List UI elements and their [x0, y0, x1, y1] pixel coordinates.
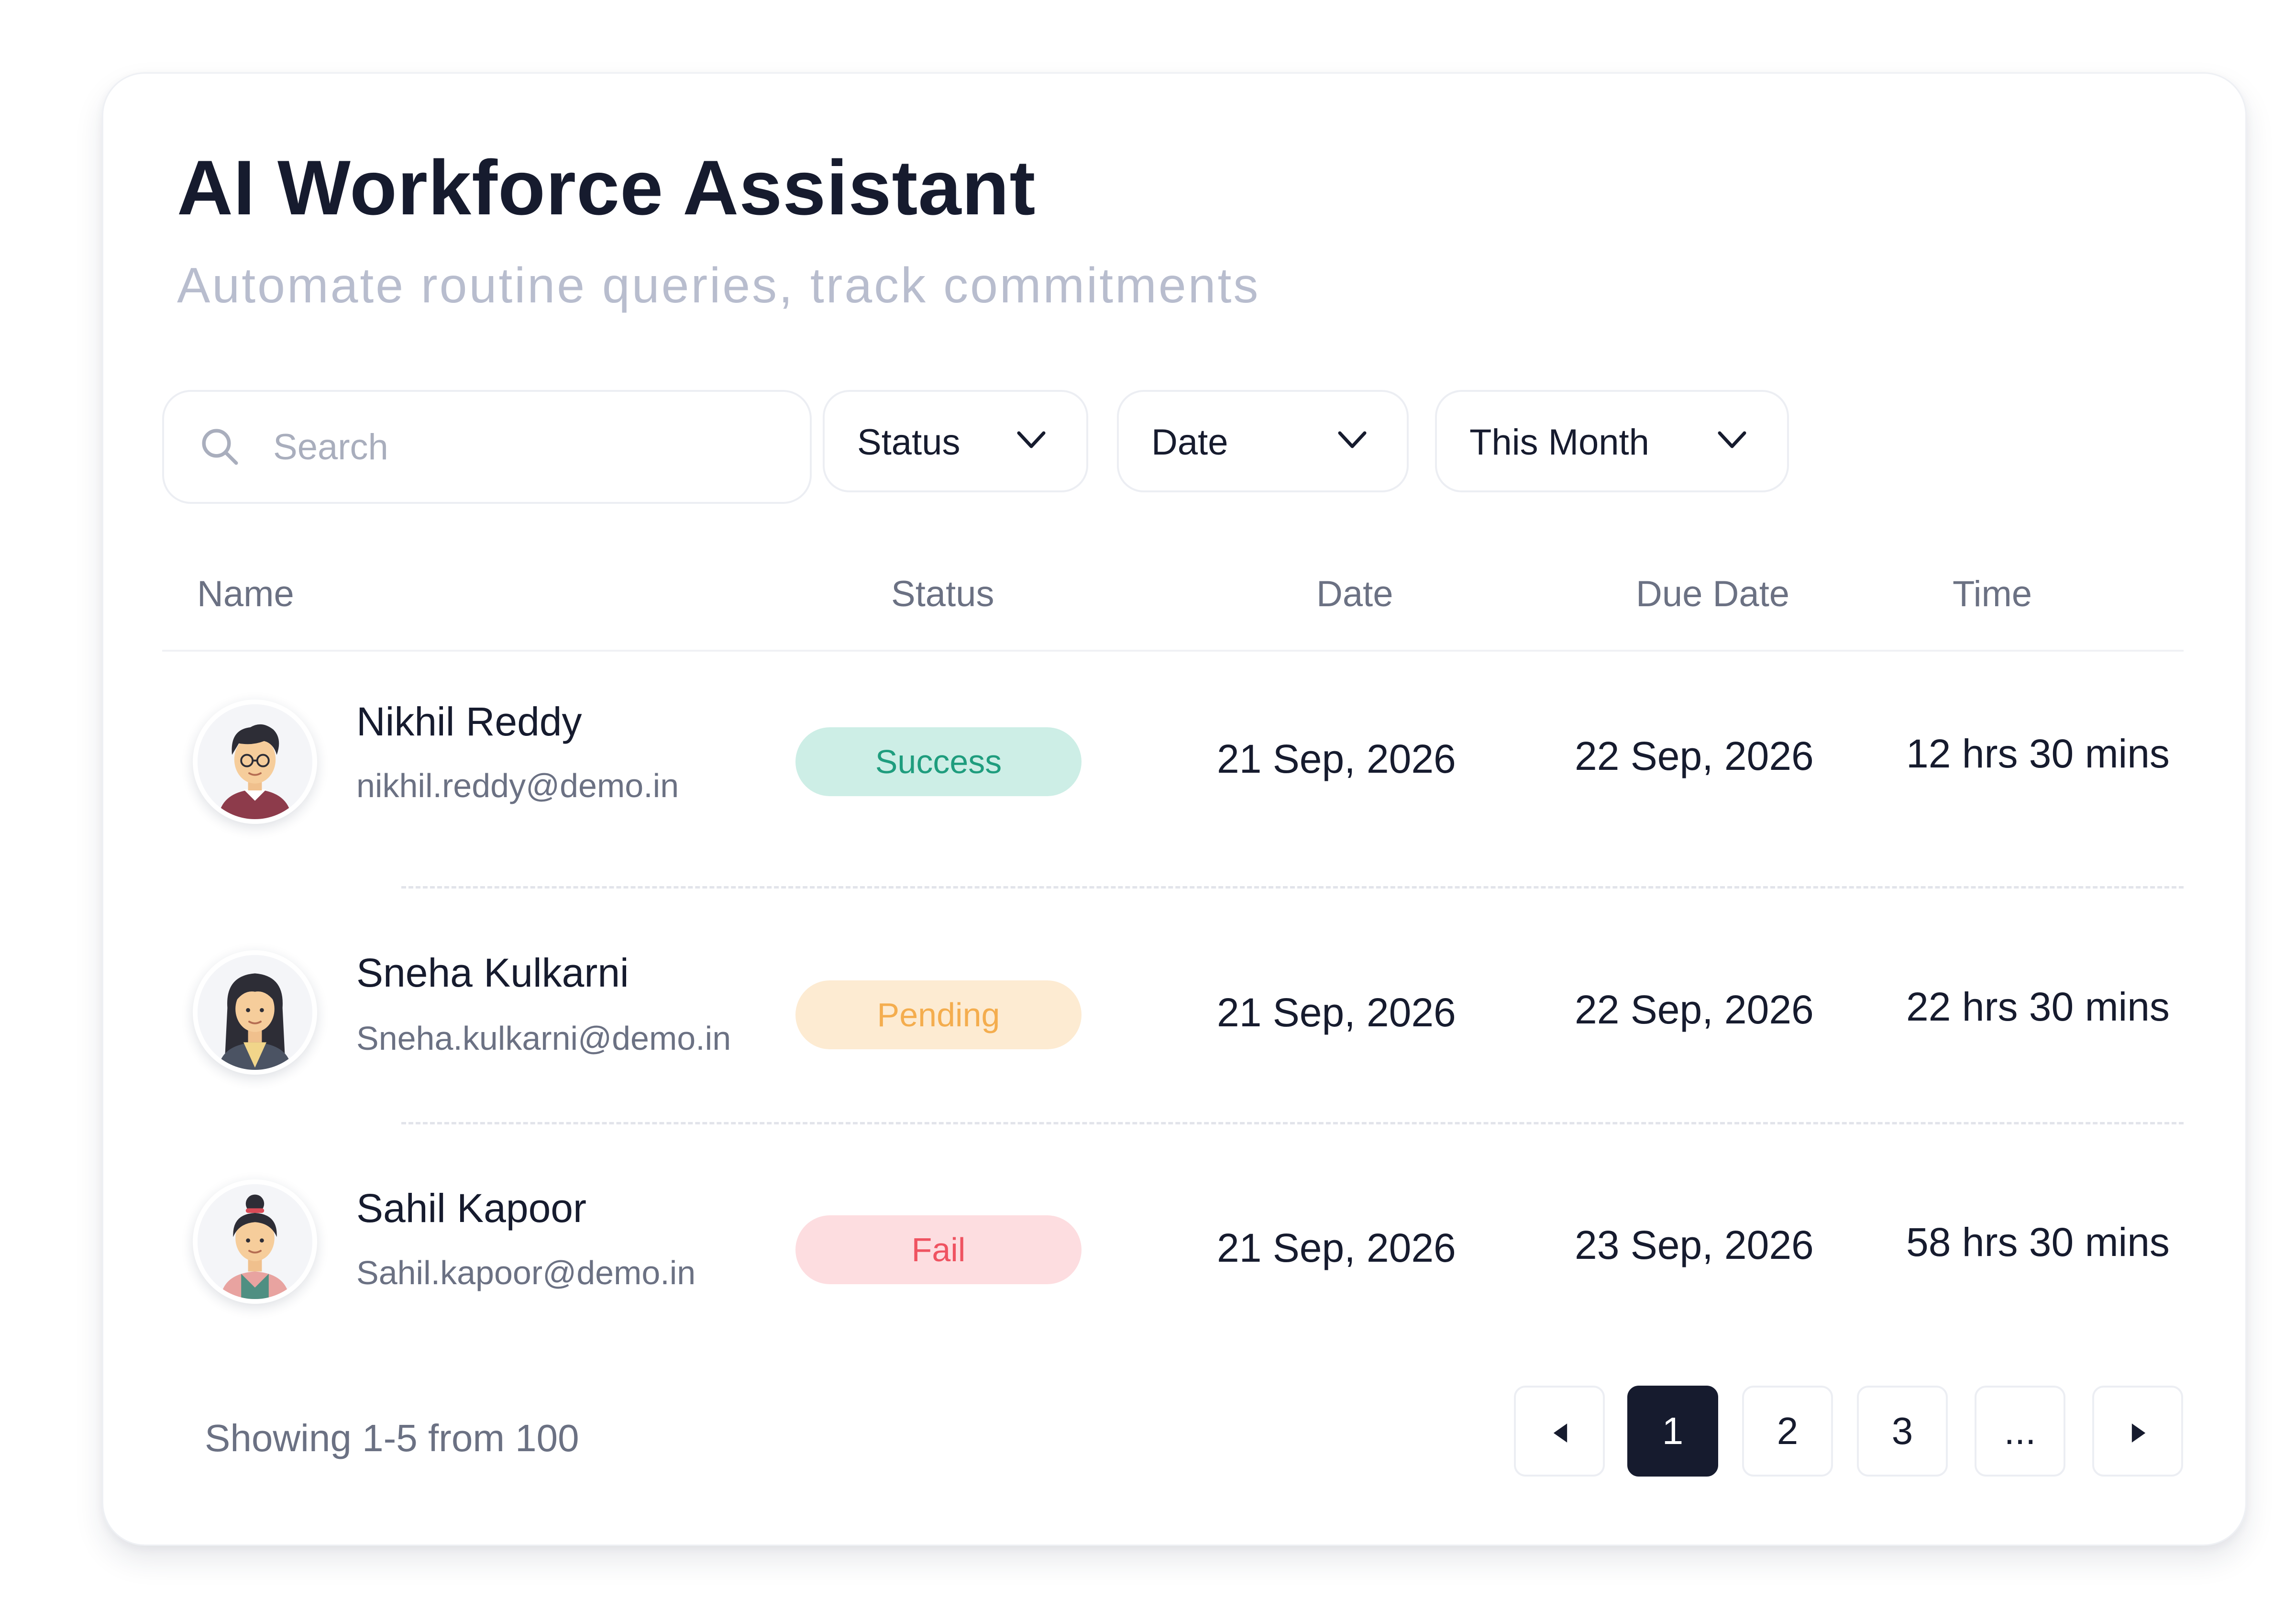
page-button-3[interactable]: 3	[1857, 1386, 1948, 1477]
row-time: 12 hrs 30 mins	[1906, 731, 2170, 776]
row-due-date: 23 Sep, 2026	[1575, 1222, 1814, 1267]
column-header-time[interactable]: Time	[1953, 574, 2032, 614]
chevron-down-icon	[1718, 431, 1746, 448]
row-time: 22 hrs 30 mins	[1906, 984, 2170, 1029]
status-badge: Pending	[795, 980, 1082, 1049]
column-header-due-date[interactable]: Due Date	[1636, 574, 1790, 614]
row-date: 21 Sep, 2026	[1217, 736, 1456, 781]
row-name: Nikhil Reddy	[356, 699, 582, 744]
woman-avatar-icon	[193, 950, 317, 1075]
row-due-date: 22 Sep, 2026	[1575, 733, 1814, 778]
search-box[interactable]	[162, 390, 812, 504]
man-with-glasses-avatar-icon	[193, 700, 317, 824]
row-email: nikhil.reddy@demo.in	[356, 767, 679, 804]
header-divider	[162, 650, 2184, 652]
row-divider	[401, 1122, 2184, 1124]
status-badge: Fail	[795, 1215, 1082, 1284]
assistant-card	[102, 72, 2247, 1546]
pagination-summary: Showing 1-5 from 100	[205, 1417, 579, 1459]
row-divider	[401, 886, 2184, 889]
chevron-down-icon	[1017, 431, 1046, 448]
status-filter-dropdown[interactable]: Status	[823, 390, 1088, 492]
row-email: Sneha.kulkarni@demo.in	[356, 1020, 731, 1057]
status-badge: Success	[795, 727, 1082, 796]
prev-page-button[interactable]	[1514, 1386, 1605, 1477]
page-title: AI Workforce Assistant	[177, 144, 1036, 231]
status-filter-label: Status	[857, 422, 960, 463]
next-page-button[interactable]	[2092, 1386, 2183, 1477]
date-filter-dropdown[interactable]: Date	[1117, 390, 1409, 492]
row-email: Sahil.kapoor@demo.in	[356, 1254, 696, 1291]
row-name: Sahil Kapoor	[356, 1186, 586, 1231]
column-header-date[interactable]: Date	[1316, 574, 1393, 614]
row-name: Sneha Kulkarni	[356, 950, 629, 995]
woman-with-bun-avatar-icon	[193, 1179, 317, 1304]
period-filter-dropdown[interactable]: This Month	[1435, 390, 1789, 492]
caret-right-icon	[2131, 1423, 2146, 1443]
page-subtitle: Automate routine queries, track commitme…	[177, 258, 1260, 313]
page-ellipsis-button[interactable]: ...	[1975, 1386, 2065, 1477]
column-header-status[interactable]: Status	[891, 574, 994, 614]
page-button-1[interactable]: 1	[1627, 1386, 1718, 1477]
row-time: 58 hrs 30 mins	[1906, 1220, 2170, 1265]
row-due-date: 22 Sep, 2026	[1575, 987, 1814, 1032]
caret-left-icon	[1553, 1423, 1567, 1443]
search-input[interactable]	[273, 421, 775, 473]
search-icon	[202, 429, 238, 465]
row-date: 21 Sep, 2026	[1217, 1225, 1456, 1270]
chevron-down-icon	[1338, 431, 1367, 448]
period-filter-label: This Month	[1469, 422, 1649, 463]
page-button-2[interactable]: 2	[1742, 1386, 1833, 1477]
column-header-name[interactable]: Name	[197, 574, 294, 614]
row-date: 21 Sep, 2026	[1217, 990, 1456, 1035]
date-filter-label: Date	[1151, 422, 1228, 463]
